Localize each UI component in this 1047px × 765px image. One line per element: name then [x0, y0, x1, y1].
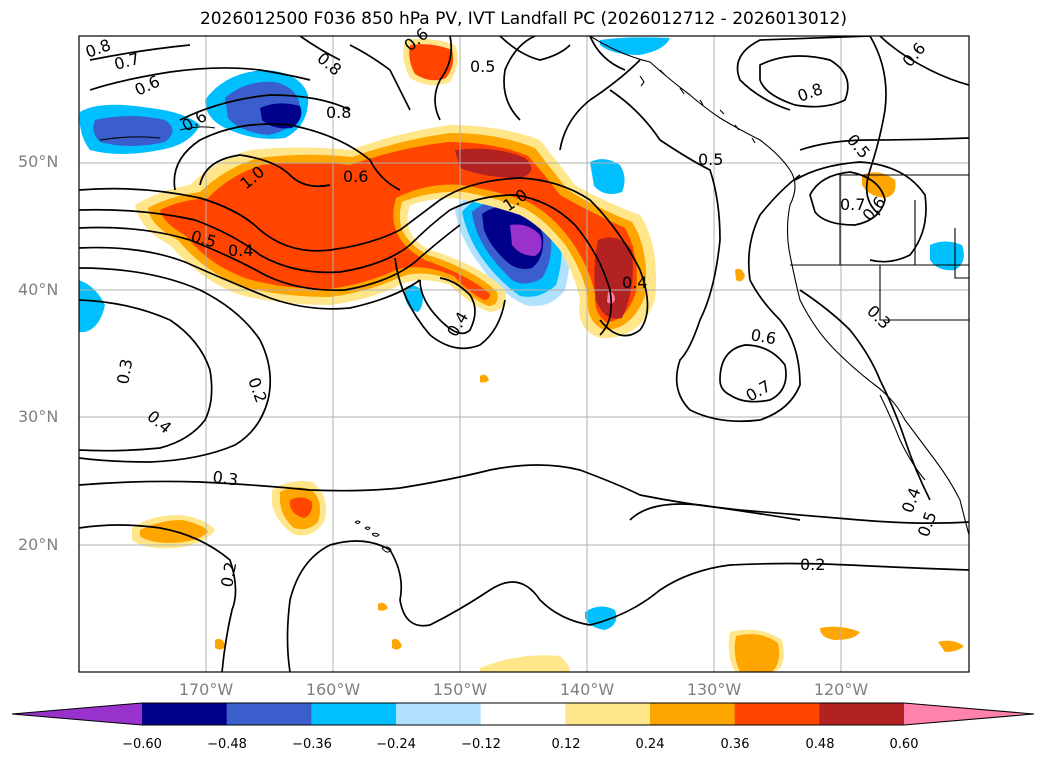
contour-label: 0.8 [326, 103, 351, 122]
contour-label: 0.2 [800, 555, 825, 574]
contour-label: 0.5 [698, 150, 723, 169]
colorbar-tick: −0.36 [292, 737, 332, 752]
positive-shading [392, 638, 402, 650]
colorbar-cell [819, 703, 905, 725]
lon-label-140w: 140°W [559, 680, 615, 699]
colorbar-tick: −0.60 [122, 737, 162, 752]
positive-shading [215, 638, 226, 650]
colorbar-extend-max [904, 703, 1034, 725]
colorbar-tick: −0.48 [207, 737, 247, 752]
positive-shading [734, 634, 780, 672]
contour-label: 0.3 [211, 467, 239, 489]
lat-label-50n: 50°N [18, 152, 59, 171]
colorbar-tick: 0.12 [551, 737, 581, 752]
positive-shading [594, 237, 633, 319]
colorbar-tick: −0.12 [461, 737, 501, 752]
colorbar-tick: 0.48 [805, 737, 835, 752]
colorbar-cell [480, 703, 566, 725]
positive-shading [735, 268, 745, 282]
colorbar [11, 702, 1035, 726]
positive-shading [378, 602, 388, 611]
contour-lines [79, 36, 969, 672]
coastlines [99, 36, 969, 536]
negative-shading [590, 159, 625, 194]
lon-label-160w: 160°W [305, 680, 361, 699]
gridlines [79, 36, 969, 672]
positive-shading [938, 640, 964, 652]
negative-shading [260, 103, 302, 129]
colorbar-tick: 0.24 [635, 737, 665, 752]
positive-shading [480, 374, 489, 383]
colorbar-outline [11, 702, 1035, 726]
colorbar-tick: 0.60 [889, 737, 919, 752]
colorbar-cell [142, 703, 228, 725]
positive-shading [409, 44, 454, 81]
contour-label: 0.5 [470, 57, 495, 76]
contour-label: 0.4 [622, 273, 647, 292]
contour-label: 0.7 [840, 195, 865, 214]
colorbar-cell [565, 703, 651, 725]
negative-shading [79, 280, 105, 332]
lon-label-130w: 130°W [686, 680, 742, 699]
lon-label-150w: 150°W [432, 680, 488, 699]
positive-shading [820, 626, 860, 640]
lat-label-30n: 30°N [18, 407, 59, 426]
contour-label: 0.3 [113, 357, 136, 385]
colorbar-cell [226, 703, 312, 725]
contour-label: 0.6 [343, 167, 368, 186]
contour-label: 0.6 [749, 325, 777, 348]
positive-shading [160, 142, 637, 322]
contour-label: 0.2 [217, 560, 240, 588]
positive-shading [290, 497, 313, 518]
colorbar-cell [396, 703, 482, 725]
lon-label-170w: 170°W [178, 680, 234, 699]
map-title: 2026012500 F036 850 hPa PV, IVT Landfall… [199, 9, 847, 29]
colorbar-cell [311, 703, 397, 725]
negative-shading [93, 116, 173, 146]
colorbar-tick: 0.36 [720, 737, 750, 752]
colorbar-cell [650, 703, 736, 725]
colorbar-cell [734, 703, 820, 725]
lat-label-40n: 40°N [18, 280, 59, 299]
negative-shading [510, 224, 542, 256]
contour-label: 0.4 [228, 241, 253, 260]
colorbar-tick: −0.24 [376, 737, 416, 752]
lon-label-120w: 120°W [813, 680, 869, 699]
positive-shading [480, 655, 570, 672]
colorbar-extend-min [12, 703, 142, 725]
lat-label-20n: 20°N [18, 535, 59, 554]
